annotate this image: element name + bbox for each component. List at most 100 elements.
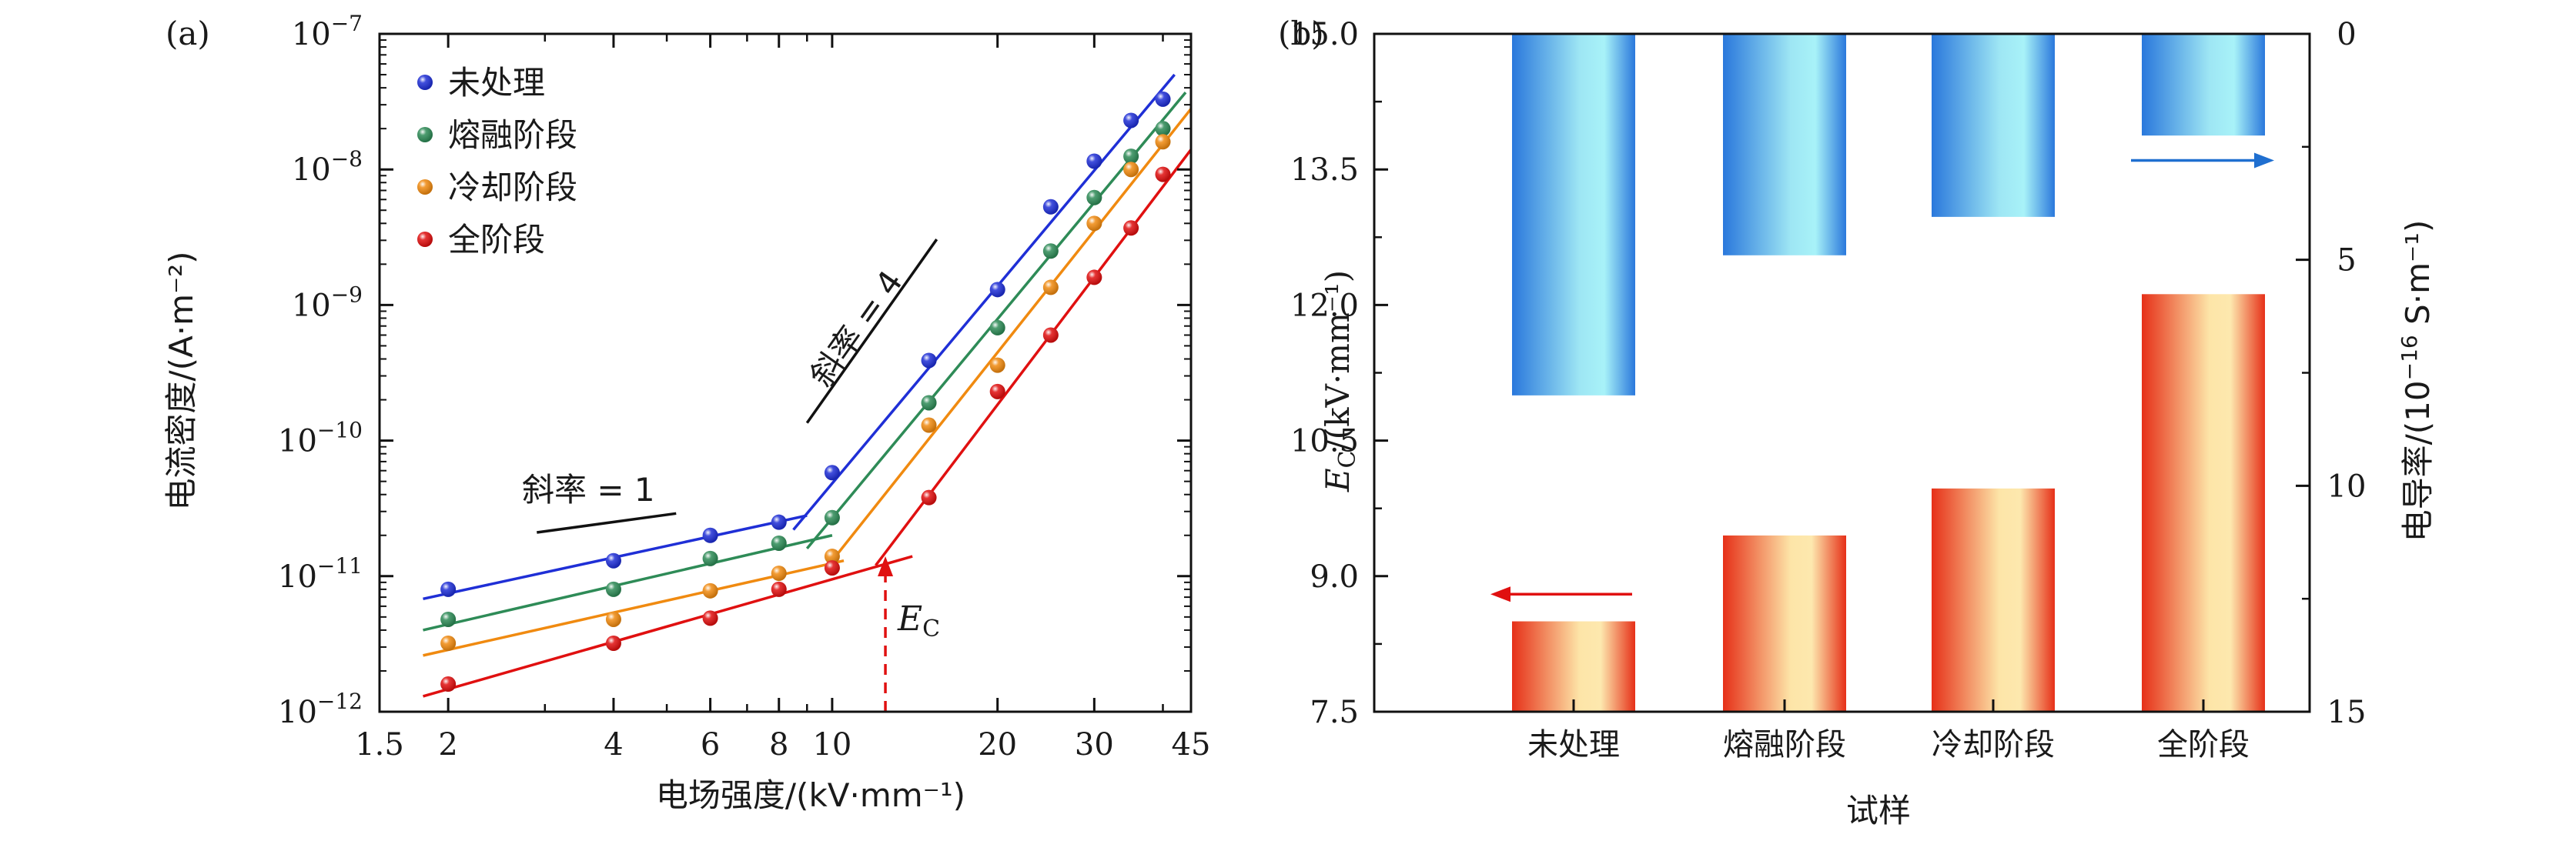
left-y-tick-label-3: 10.5	[1290, 424, 1359, 459]
category-label-2: 熔融阶段	[1723, 727, 1846, 763]
point-shine-s4-4	[771, 581, 787, 597]
point-shine-s4-3	[702, 610, 718, 626]
y-ticks: 10−12 10−11 10−10 10−9 10−8 10−7	[278, 11, 1191, 730]
axis-arrows	[1490, 152, 2274, 602]
point-shine-s3-1	[440, 635, 457, 651]
point-shine-s4-9	[1086, 269, 1102, 285]
left-y-tick-label-5: 13.5	[1290, 152, 1359, 188]
right-y-tick-label-1: 0	[2337, 17, 2356, 52]
point-shine-s2-11	[1155, 121, 1171, 137]
point-shine-s1-11	[1155, 91, 1171, 107]
category-label-1: 未处理	[1527, 727, 1620, 763]
slope4-label: 斜率 = 4	[803, 263, 911, 393]
point-shine-s3-10	[1123, 162, 1139, 178]
x-tick-label-9: 45	[1172, 727, 1211, 763]
bars	[1512, 34, 2265, 713]
conductivity-bar-1	[1512, 34, 1635, 395]
ec-arrow-head	[878, 556, 894, 577]
point-shine-s2-10	[1123, 149, 1139, 165]
x-tick-label-7: 20	[978, 727, 1017, 763]
conductivity-bar-2	[1723, 34, 1846, 255]
point-shine-s1-2	[605, 552, 621, 569]
point-shine-s1-9	[1086, 153, 1102, 169]
x-tick-label-2: 2	[438, 727, 457, 763]
point-shine-s3-11	[1155, 134, 1171, 150]
ec-bar-4	[2142, 294, 2265, 713]
data-points	[440, 91, 1171, 692]
point-shine-s4-1	[440, 676, 457, 692]
point-shine-s3-9	[1086, 215, 1102, 232]
annotations: 斜率 = 1 斜率 = 4 EC	[522, 239, 940, 712]
point-shine-s2-3	[702, 550, 718, 566]
point-shine-s1-4	[771, 514, 787, 530]
point-shine-s1-1	[440, 581, 457, 597]
point-shine-s2-6	[921, 395, 937, 411]
panel-b-label: (b)	[1278, 15, 1324, 52]
point-shine-s2-9	[1086, 189, 1102, 205]
y-tick-label-6: 10−7	[292, 11, 363, 52]
point-shine-s3-3	[702, 582, 718, 599]
point-shine-s3-5	[824, 549, 840, 565]
left-y-tick-label-1: 7.5	[1310, 695, 1359, 730]
point-shine-s2-1	[440, 611, 457, 627]
panel-b: (b) 7.5 9.0 10.5 12.0 13.5 15.0 0 5 10 15 未处理 熔融阶…	[1278, 15, 2437, 829]
legend-label-4: 全阶段	[448, 221, 545, 259]
x-tick-label-1: 1.5	[355, 727, 404, 763]
left-y-axis-title: EC/(kV·mm⁻¹)	[1319, 270, 1361, 492]
fit-line-3-fit-high	[831, 108, 1193, 562]
point-shine-s4-6	[921, 489, 937, 506]
x-ticks: 1.5 2 4 6 8 10 20 30 45	[355, 34, 1210, 763]
x-category-labels: 未处理 熔融阶段 冷却阶段 全阶段	[1527, 699, 2250, 763]
fit-lines	[423, 73, 1193, 698]
point-shine-s3-2	[605, 611, 621, 627]
panel-a-label: (a)	[166, 15, 210, 52]
category-label-4: 全阶段	[2157, 727, 2250, 763]
y-tick-label-4: 10−9	[292, 282, 363, 323]
x-tick-label-3: 4	[604, 727, 623, 763]
point-shine-s1-3	[702, 527, 718, 543]
slope1-segment	[537, 512, 677, 534]
right-y-tick-label-3: 10	[2327, 469, 2367, 504]
point-shine-s2-5	[824, 509, 840, 526]
ec-bar-1	[1512, 621, 1635, 712]
slope1-label: 斜率 = 1	[522, 471, 655, 509]
y-tick-label-2: 10−11	[278, 553, 363, 595]
point-shine-s3-8	[1042, 279, 1059, 295]
legend-marker-shine-2	[417, 127, 433, 142]
conductivity-bar-4	[2142, 34, 2265, 136]
fit-line-2-fit-low	[423, 534, 833, 632]
point-shine-s3-7	[989, 357, 1005, 373]
point-shine-s3-6	[921, 417, 937, 433]
conductivity-axis-arrow-head	[2254, 152, 2274, 169]
legend-label-1: 未处理	[448, 64, 545, 102]
point-shine-s1-7	[989, 282, 1005, 298]
point-shine-s1-5	[824, 465, 840, 481]
fit-line-1-fit-high	[792, 73, 1176, 531]
x-tick-label-8: 30	[1075, 727, 1114, 763]
point-shine-s4-2	[605, 635, 621, 651]
axes-frame	[378, 32, 1193, 713]
right-y-ticks: 0 5 10 15	[2296, 17, 2366, 730]
left-y-tick-label-2: 9.0	[1310, 559, 1359, 595]
slope4-segment	[805, 239, 938, 424]
point-shine-s2-4	[771, 535, 787, 551]
legend-marker-shine-1	[417, 75, 433, 90]
conductivity-bar-3	[1932, 34, 2055, 217]
y-axis-title: 电流密度/(A·m⁻²)	[162, 252, 200, 511]
point-shine-s1-10	[1123, 112, 1139, 128]
point-shine-s1-6	[921, 352, 937, 369]
ec-bar-2	[1723, 535, 1846, 712]
plot-frame	[378, 32, 1193, 713]
point-shine-s4-11	[1155, 166, 1171, 182]
fit-line-4-fit-low	[423, 555, 913, 698]
point-shine-s2-8	[1042, 243, 1059, 259]
ec-label: EC	[897, 599, 940, 642]
ec-bar-3	[1932, 488, 2055, 712]
x-tick-label-5: 8	[769, 727, 788, 763]
category-label-3: 冷却阶段	[1932, 727, 2055, 763]
x-axis-title: 试样	[1846, 792, 1911, 829]
ec-axis-arrow-head	[1490, 586, 1510, 602]
